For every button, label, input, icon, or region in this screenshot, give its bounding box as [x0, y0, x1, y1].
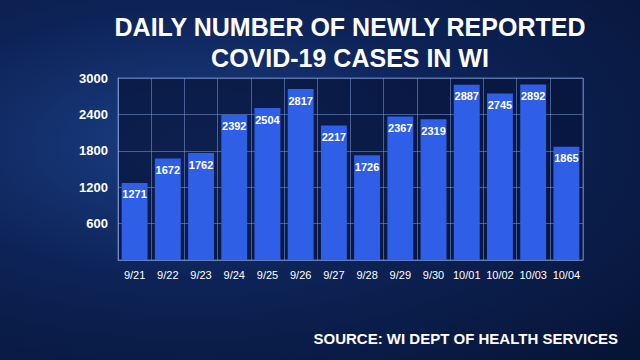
svg-text:10/02: 10/02	[486, 269, 514, 281]
svg-text:2217: 2217	[322, 131, 346, 143]
svg-text:2887: 2887	[455, 90, 479, 102]
svg-text:9/30: 9/30	[423, 269, 444, 281]
svg-text:DAILY NUMBER OF NEWLY REPORTED: DAILY NUMBER OF NEWLY REPORTED	[115, 13, 586, 41]
svg-text:2504: 2504	[255, 114, 280, 126]
svg-text:1200: 1200	[79, 180, 108, 195]
svg-text:1672: 1672	[156, 164, 180, 176]
svg-text:2367: 2367	[388, 122, 412, 134]
svg-text:9/29: 9/29	[390, 269, 411, 281]
svg-text:9/24: 9/24	[224, 269, 245, 281]
svg-text:10/03: 10/03	[519, 269, 547, 281]
svg-text:2392: 2392	[222, 120, 246, 132]
svg-text:9/22: 9/22	[157, 269, 178, 281]
svg-text:9/28: 9/28	[356, 269, 377, 281]
svg-text:2400: 2400	[79, 107, 108, 122]
svg-text:COVID-19 CASES IN WI: COVID-19 CASES IN WI	[211, 44, 489, 72]
svg-text:1726: 1726	[355, 161, 379, 173]
svg-text:1271: 1271	[122, 188, 146, 200]
svg-text:9/26: 9/26	[290, 269, 311, 281]
svg-text:600: 600	[86, 216, 108, 231]
svg-text:1865: 1865	[554, 152, 578, 164]
svg-text:2817: 2817	[288, 95, 312, 107]
svg-text:9/21: 9/21	[124, 269, 145, 281]
svg-text:2892: 2892	[521, 90, 545, 102]
svg-text:2319: 2319	[421, 125, 445, 137]
svg-text:SOURCE: WI DEPT OF HEALTH SERV: SOURCE: WI DEPT OF HEALTH SERVICES	[314, 330, 618, 347]
svg-text:2745: 2745	[488, 99, 512, 111]
svg-text:9/23: 9/23	[190, 269, 211, 281]
svg-text:3000: 3000	[79, 71, 108, 86]
svg-text:9/27: 9/27	[323, 269, 344, 281]
svg-text:1800: 1800	[79, 143, 108, 158]
svg-text:1762: 1762	[189, 159, 213, 171]
svg-text:10/01: 10/01	[453, 269, 481, 281]
svg-text:9/25: 9/25	[257, 269, 278, 281]
svg-text:10/04: 10/04	[553, 269, 581, 281]
